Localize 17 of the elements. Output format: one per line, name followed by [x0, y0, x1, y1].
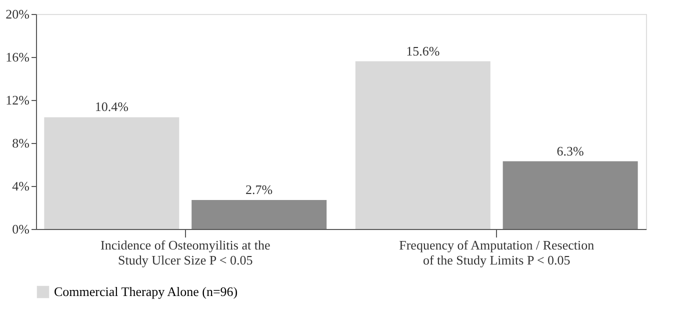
x-tick-label: Frequency of Amputation / Resection of the Study Limits P < 0.05 [399, 238, 595, 268]
bar [192, 200, 327, 229]
data-label: 6.3% [556, 143, 584, 158]
legend-label: Commercial Therapy Alone (n=96) [54, 284, 238, 299]
data-label: 15.6% [406, 43, 440, 58]
y-tick-label: 16% [6, 50, 30, 64]
bar [502, 161, 638, 229]
data-label: 2.7% [246, 182, 273, 197]
bar [44, 117, 180, 229]
x-tick-label: Incidence of Osteomyilitis at the Study Ulcer Size P < 0.05 [100, 238, 270, 268]
y-tick-label: 20% [6, 6, 30, 22]
bar [355, 61, 490, 229]
data-label: 10.4% [94, 99, 129, 114]
y-tick-label: 12% [6, 92, 30, 108]
y-tick-label: 0% [12, 222, 30, 236]
y-tick-label: 8% [12, 136, 30, 150]
y-tick-label: 4% [12, 178, 30, 194]
